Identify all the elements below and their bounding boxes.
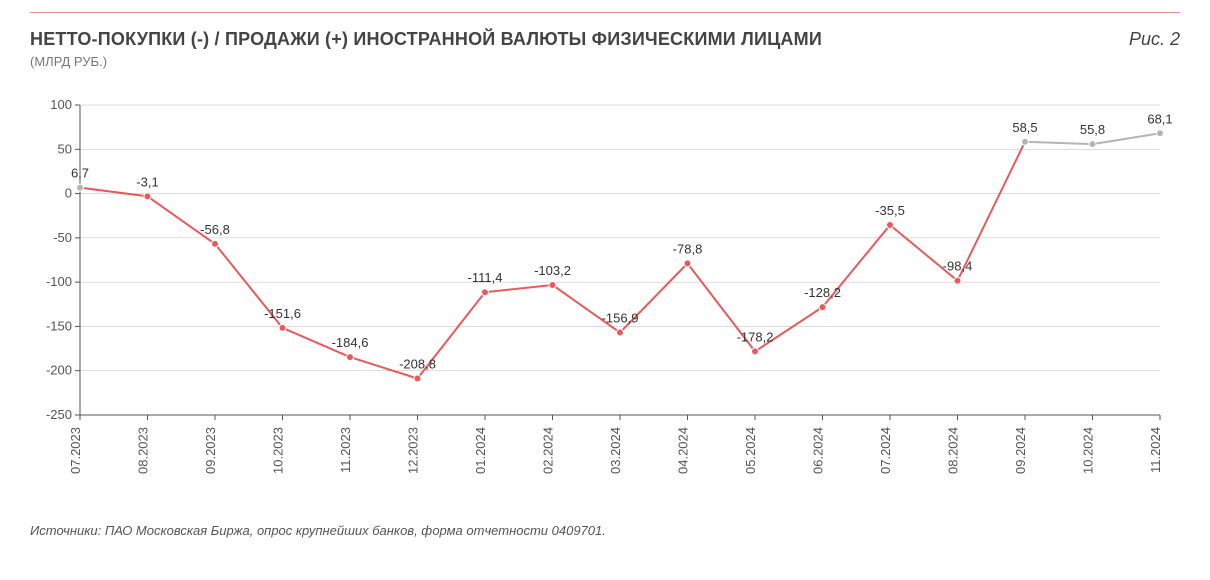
data-marker [752,348,759,355]
data-marker [77,184,84,191]
data-marker [414,375,421,382]
data-marker [1022,138,1029,145]
y-tick-label: -100 [46,274,72,289]
data-marker [954,277,961,284]
data-label: -184,6 [332,335,369,350]
x-tick-label: 04.2024 [676,427,691,474]
header: НЕТТО-ПОКУПКИ (-) / ПРОДАЖИ (+) ИНОСТРАН… [30,29,1180,69]
x-tick-label: 08.2023 [136,427,151,474]
y-tick-label: -50 [53,230,72,245]
x-tick-label: 01.2024 [473,427,488,474]
y-tick-label: 0 [65,186,72,201]
x-tick-label: 09.2023 [203,427,218,474]
data-label: -103,2 [534,263,571,278]
x-tick-label: 10.2024 [1081,427,1096,474]
y-tick-label: 50 [58,141,72,156]
data-label: 68,1 [1147,111,1172,126]
data-label: -35,5 [875,203,905,218]
source-note: Источники: ПАО Московская Биржа, опрос к… [30,523,1180,538]
y-tick-label: 100 [50,97,72,112]
x-tick-label: 02.2024 [541,427,556,474]
data-label: -78,8 [673,241,703,256]
series-segment [1025,142,1093,144]
data-marker [347,354,354,361]
data-marker [549,281,556,288]
data-label: -156,9 [602,311,639,326]
data-label: -98,4 [943,259,973,274]
top-rule [30,12,1180,13]
data-label: -56,8 [200,222,230,237]
data-label: -208,8 [399,357,436,372]
data-marker [144,193,151,200]
data-marker [1157,130,1164,137]
x-tick-label: 11.2023 [338,427,353,473]
x-tick-label: 09.2024 [1013,427,1028,474]
data-marker [482,289,489,296]
data-marker [279,324,286,331]
x-tick-label: 03.2024 [608,427,623,474]
data-marker [617,329,624,336]
line-chart-svg: -250 -200 -150 -100 -50 0 50 100 07.2023 08.2023 0… [30,95,1180,505]
chart-area: -250 -200 -150 -100 -50 0 50 100 07.2023 08.2023 0… [30,95,1180,505]
chart-title: НЕТТО-ПОКУПКИ (-) / ПРОДАЖИ (+) ИНОСТРАН… [30,29,822,50]
x-tick-label: 05.2024 [743,427,758,474]
data-label: -178,2 [737,329,774,344]
data-marker [684,260,691,267]
data-label: -3,1 [136,174,158,189]
x-tick-label: 07.2023 [68,427,83,474]
data-label: 58,5 [1012,120,1037,135]
y-tick-label: -250 [46,407,72,422]
data-label: 55,8 [1080,122,1105,137]
x-tick-label: 06.2024 [811,427,826,474]
x-tick-label: 11.2024 [1148,427,1163,473]
data-label: 6,7 [71,166,89,181]
figure-label: Рис. 2 [1129,29,1180,50]
data-label: -111,4 [468,270,503,285]
y-tick-label: -200 [46,363,72,378]
x-tick-label: 08.2024 [946,427,961,474]
y-tick-label: -150 [46,318,72,333]
data-marker [887,222,894,229]
x-tick-label: 07.2024 [878,427,893,474]
data-marker [819,304,826,311]
data-marker [1089,141,1096,148]
data-marker [212,240,219,247]
x-tick-label: 10.2023 [271,427,286,474]
data-label: -151,6 [264,306,301,321]
data-label: -128,2 [804,285,841,300]
chart-subtitle: (МЛРД РУБ.) [30,54,822,69]
series-segment [485,285,553,292]
x-tick-label: 12.2023 [406,427,421,474]
